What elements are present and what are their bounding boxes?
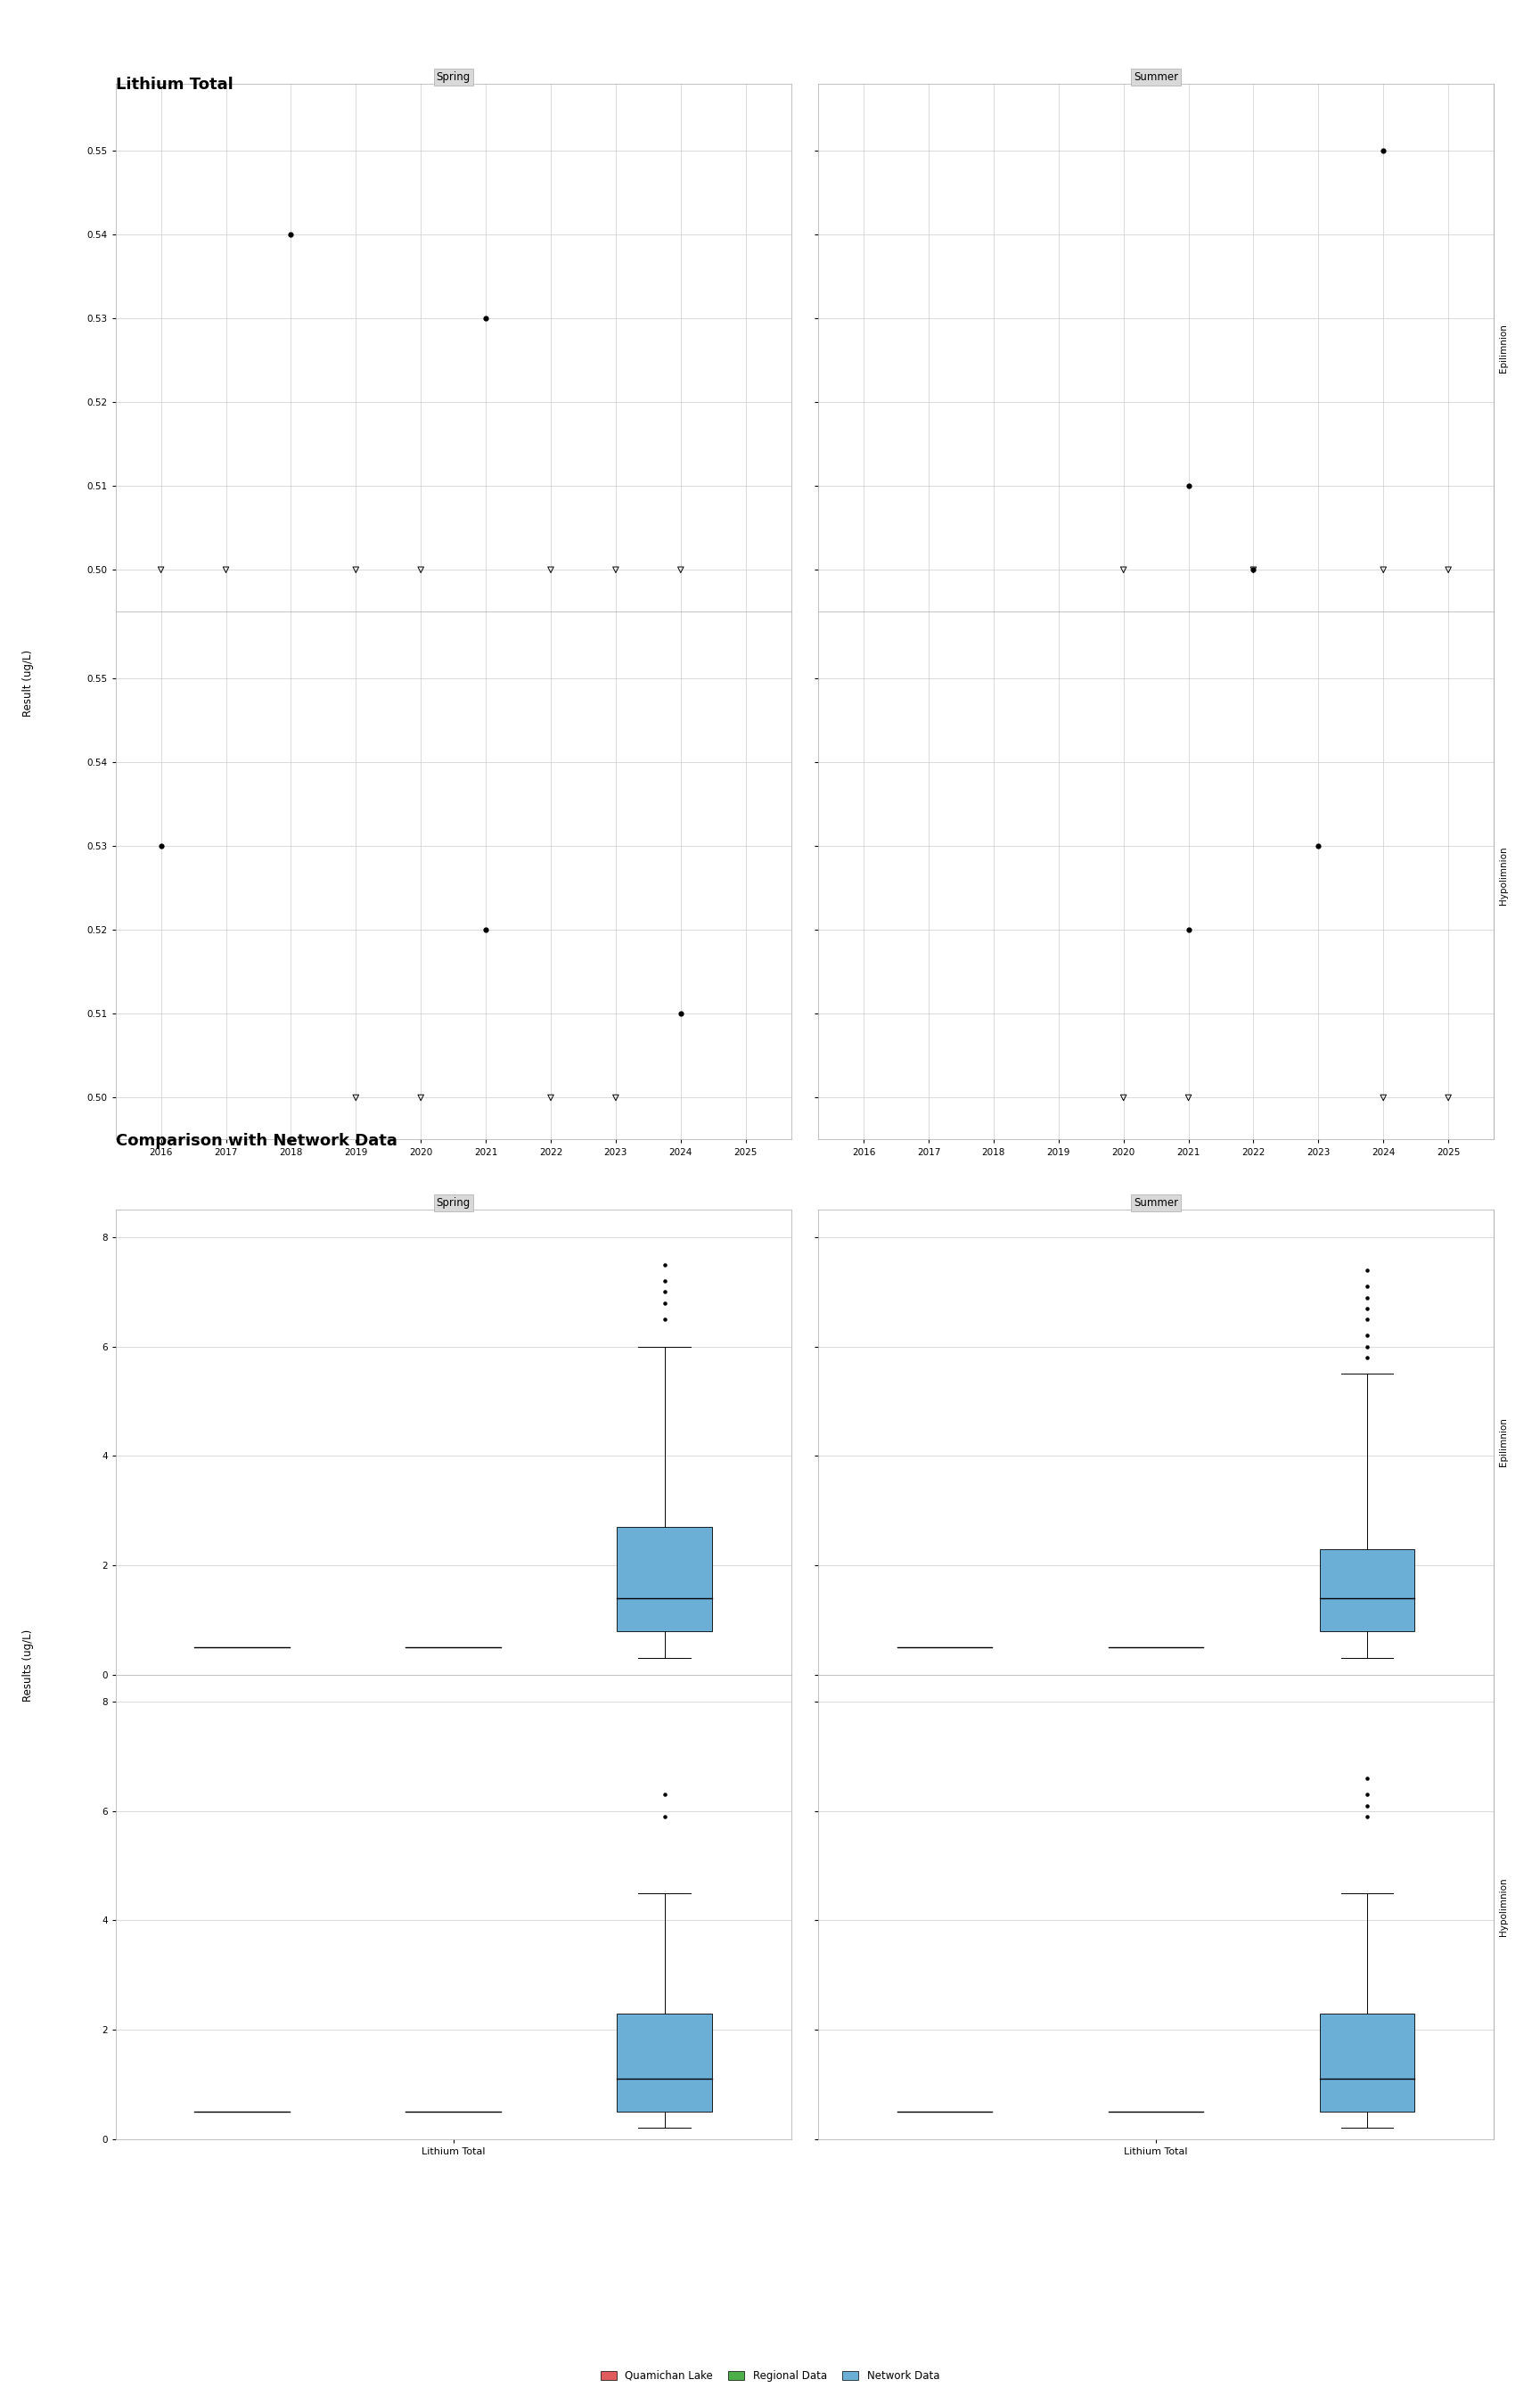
Point xyxy=(473,300,497,338)
Point xyxy=(1177,910,1201,949)
Point xyxy=(668,994,693,1033)
Point xyxy=(651,1797,676,1835)
Point xyxy=(651,1775,676,1814)
Y-axis label: Epilimnion: Epilimnion xyxy=(1498,323,1508,371)
Point xyxy=(1306,827,1331,865)
Y-axis label: Hypolimnion: Hypolimnion xyxy=(1498,846,1508,906)
Point xyxy=(1241,551,1266,589)
Point xyxy=(1241,551,1266,589)
Point xyxy=(1355,1759,1380,1797)
Y-axis label: Epilimnion: Epilimnion xyxy=(1498,1418,1508,1466)
Point xyxy=(1355,1315,1380,1354)
Point xyxy=(1435,551,1460,589)
Bar xyxy=(1320,1548,1415,1632)
Bar xyxy=(618,1526,711,1632)
Point xyxy=(408,551,433,589)
Y-axis label: Hypolimnion: Hypolimnion xyxy=(1498,1878,1508,1936)
Point xyxy=(651,1246,676,1284)
Point xyxy=(539,551,564,589)
Point xyxy=(604,551,628,589)
Point xyxy=(539,1078,564,1117)
Title: Spring: Spring xyxy=(436,72,470,84)
Bar xyxy=(1320,2013,1415,2111)
Point xyxy=(1355,1289,1380,1327)
Point xyxy=(1355,1267,1380,1306)
Point xyxy=(1355,1277,1380,1315)
Point xyxy=(651,1284,676,1323)
Point xyxy=(1355,1251,1380,1289)
Point xyxy=(214,551,239,589)
Point xyxy=(1112,1078,1137,1117)
Point xyxy=(1355,1301,1380,1339)
Point xyxy=(1355,1787,1380,1826)
Point xyxy=(149,551,174,589)
Point xyxy=(604,1078,628,1117)
Point xyxy=(343,1078,368,1117)
Title: Summer: Summer xyxy=(1133,1198,1178,1210)
Title: Summer: Summer xyxy=(1133,72,1178,84)
Text: Results (ug/L): Results (ug/L) xyxy=(22,1629,34,1701)
Point xyxy=(473,910,497,949)
Point xyxy=(651,1301,676,1339)
Point xyxy=(1371,1078,1395,1117)
Point xyxy=(1177,1078,1201,1117)
Legend: Quamichan Lake, Regional Data, Network Data: Quamichan Lake, Regional Data, Network D… xyxy=(596,2365,944,2386)
Point xyxy=(1177,467,1201,506)
Point xyxy=(651,1263,676,1301)
Point xyxy=(1112,551,1137,589)
Text: Lithium Total: Lithium Total xyxy=(116,77,233,93)
Point xyxy=(149,827,174,865)
Bar xyxy=(618,2013,711,2111)
Point xyxy=(668,551,693,589)
Point xyxy=(1355,1339,1380,1378)
Title: Spring: Spring xyxy=(436,1198,470,1210)
Text: Comparison with Network Data: Comparison with Network Data xyxy=(116,1133,397,1150)
Point xyxy=(651,1272,676,1311)
Point xyxy=(1355,1775,1380,1814)
Point xyxy=(1371,551,1395,589)
Point xyxy=(343,551,368,589)
Point xyxy=(1355,1327,1380,1366)
Point xyxy=(279,216,303,254)
Point xyxy=(1355,1797,1380,1835)
Point xyxy=(1435,1078,1460,1117)
Point xyxy=(408,1078,433,1117)
Text: Result (ug/L): Result (ug/L) xyxy=(22,649,34,716)
Point xyxy=(1371,132,1395,170)
